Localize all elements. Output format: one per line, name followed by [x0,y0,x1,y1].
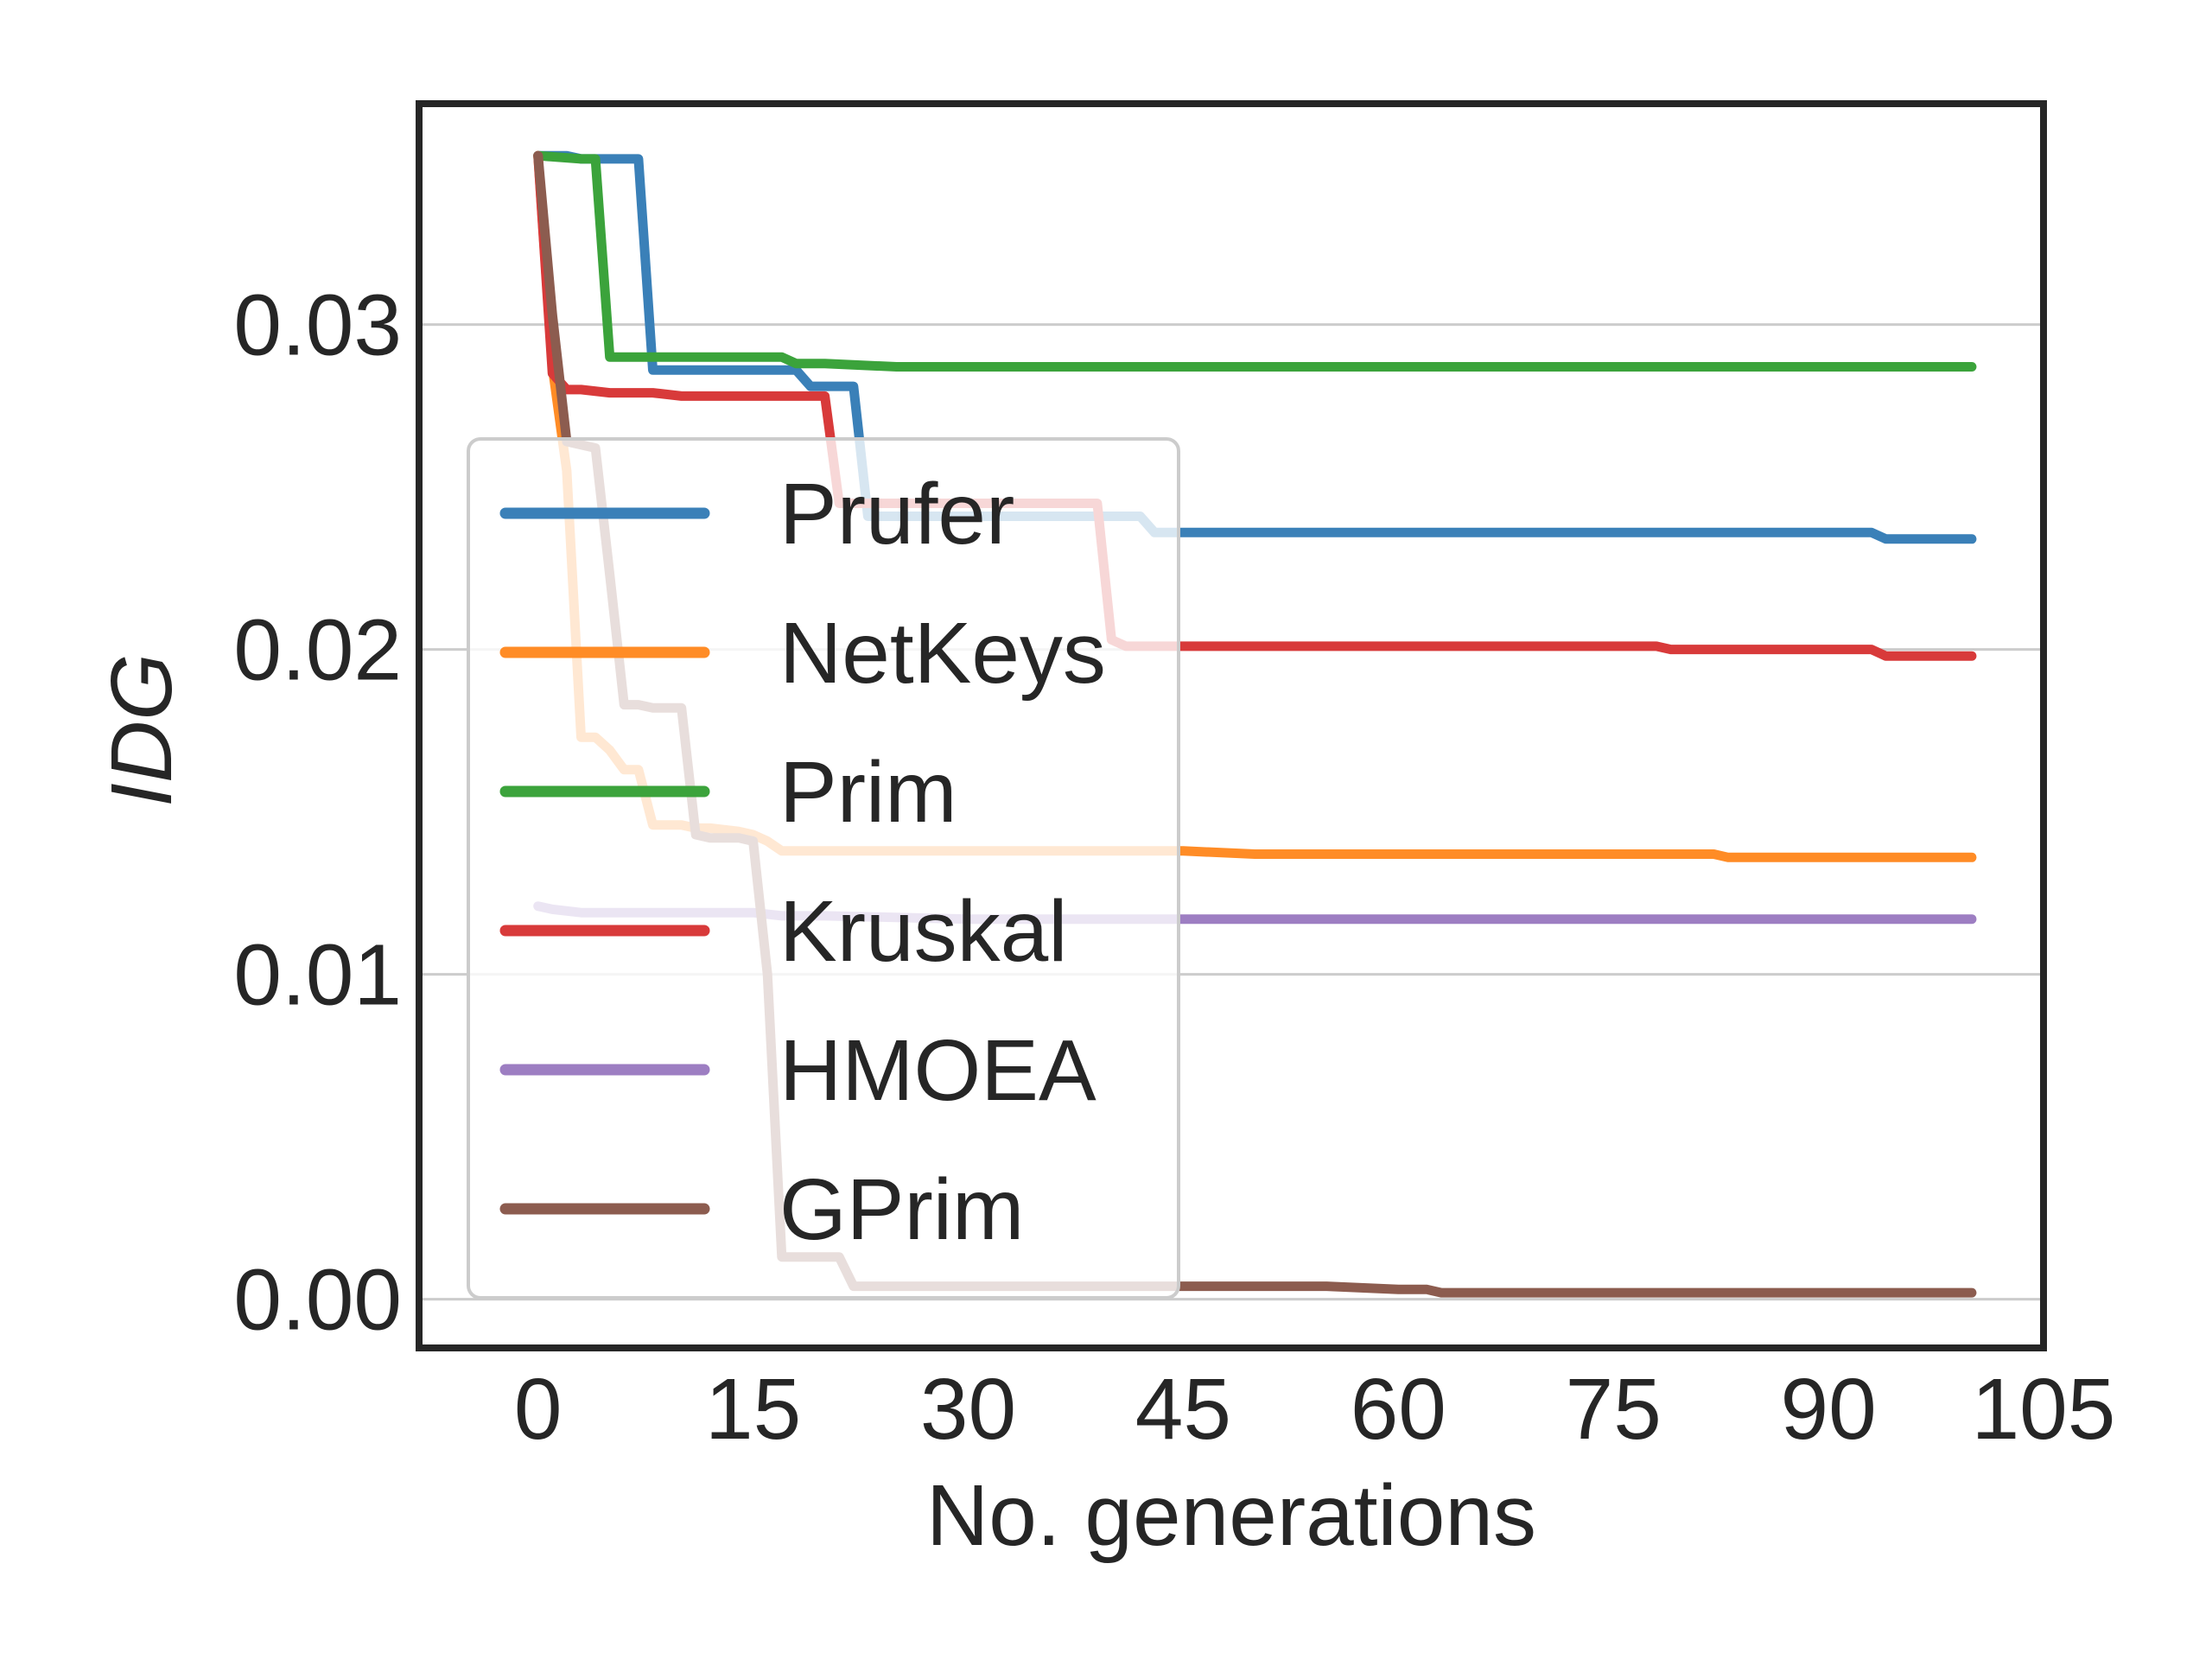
x-tick-label-0: 0 [514,1361,563,1458]
y-axis-label: IDG [93,653,190,807]
y-tick-label-0.03: 0.03 [233,277,402,374]
y-tick-label-0.02: 0.02 [233,602,402,699]
legend-label-hmoea: HMOEA [779,1022,1096,1119]
x-tick-label-75: 75 [1566,1361,1662,1458]
y-tick-label-0.00: 0.00 [233,1252,402,1349]
tick-labels: 0 15 30 45 60 75 90 105 0.00 0.01 0.02 0.03 [233,277,2115,1458]
series-line-prim [533,150,1977,372]
x-tick-label-15: 15 [705,1361,801,1458]
legend-label-gprim: GPrim [779,1161,1024,1258]
x-tick-label-60: 60 [1351,1361,1446,1458]
y-tick-label-0.01: 0.01 [233,927,402,1024]
legend-label-prufer: Prufer [779,466,1014,563]
x-tick-label-30: 30 [920,1361,1016,1458]
legend-label-prim: Prim [779,744,957,841]
x-axis-label: No. generations [926,1467,1536,1564]
plot-frame [416,100,2047,1351]
series-line-prufer [533,150,1977,544]
x-tick-label-45: 45 [1135,1361,1231,1458]
legend-label-netkeys: NetKeys [779,605,1106,702]
legend-label-kruskal: Kruskal [779,883,1067,980]
x-tick-label-105: 105 [1972,1361,2116,1458]
legend: Prufer NetKeys Prim Kruskal HMOEA GPrim [467,437,1180,1300]
x-tick-label-90: 90 [1780,1361,1876,1458]
